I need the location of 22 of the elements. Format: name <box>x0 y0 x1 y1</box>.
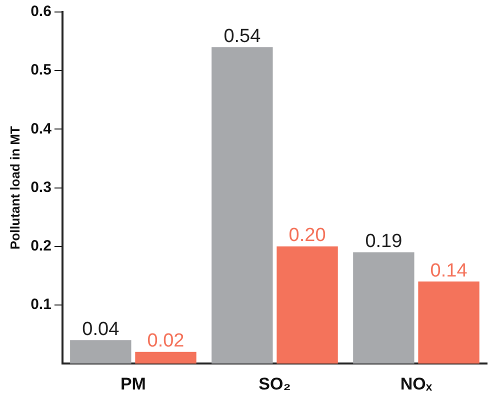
y-tick-label: 0.4 <box>30 120 52 138</box>
bar <box>212 47 273 364</box>
bar <box>276 246 338 364</box>
data-label: 0.19 <box>365 230 402 252</box>
x-tick-label: PM <box>120 374 146 394</box>
data-label: 0.54 <box>224 26 262 47</box>
x-tick-label: NOₓ <box>400 374 433 394</box>
data-label: 0.02 <box>147 330 184 352</box>
y-tick-label: 0.5 <box>30 62 52 79</box>
data-label: 0.14 <box>430 260 468 282</box>
bar <box>418 282 480 364</box>
y-axis-title: Pollutant load in MT <box>7 126 22 250</box>
bar <box>70 340 132 364</box>
y-tick-label: 0.3 <box>30 178 52 196</box>
y-tick-label: 0.1 <box>30 296 52 314</box>
x-tick-label: SO₂ <box>258 374 291 394</box>
y-tick-label: 0.6 <box>30 3 52 20</box>
data-label: 0.20 <box>288 225 326 246</box>
y-tick-label: 0.2 <box>30 238 52 255</box>
bar <box>135 352 196 364</box>
bar <box>353 252 414 364</box>
data-label: 0.04 <box>82 318 120 340</box>
